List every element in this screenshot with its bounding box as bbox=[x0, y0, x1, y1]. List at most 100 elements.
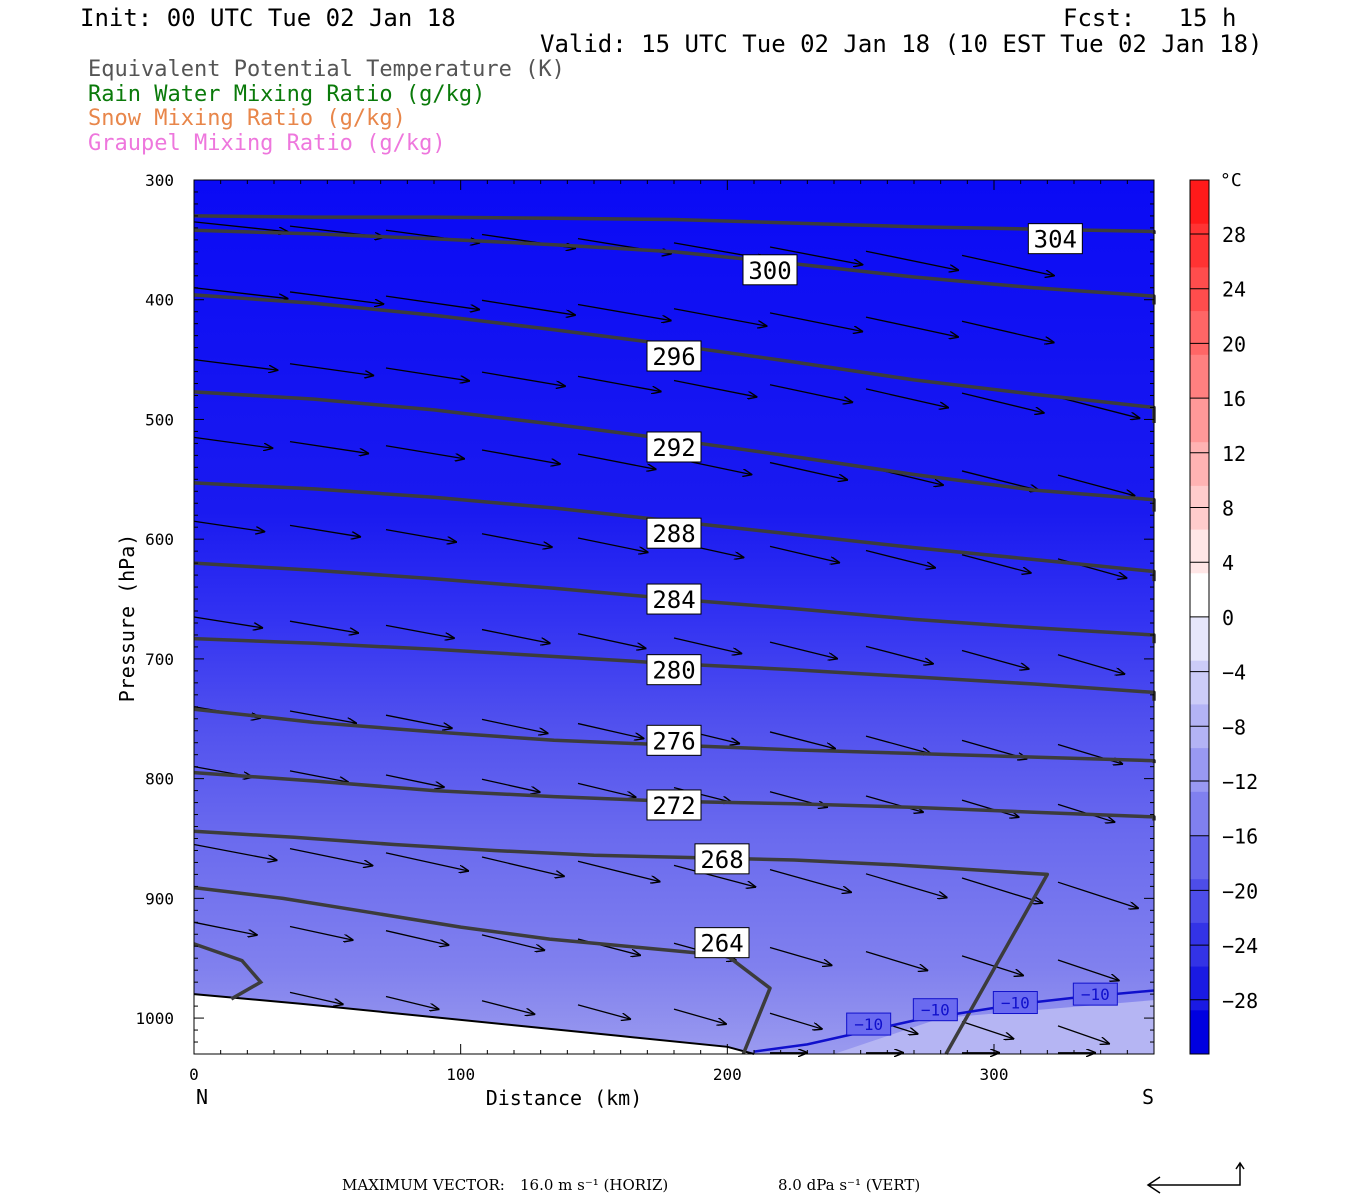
colorbar-label: 0 bbox=[1222, 606, 1234, 630]
colorbar-label: −4 bbox=[1222, 661, 1246, 685]
theta-e-label: 300 bbox=[742, 254, 798, 286]
svg-text:296: 296 bbox=[652, 343, 695, 371]
wind-vector bbox=[481, 934, 545, 951]
wind-vector bbox=[289, 291, 384, 304]
temperature-label: −10 bbox=[1072, 982, 1118, 1006]
wind-vector bbox=[481, 718, 549, 733]
colorbar-swatch bbox=[1190, 311, 1209, 356]
wind-vector bbox=[289, 524, 361, 537]
theta-e-contour bbox=[193, 829, 1050, 1055]
svg-text:−10: −10 bbox=[854, 1015, 883, 1034]
theta-e-label: 296 bbox=[646, 340, 702, 372]
theta-e-contour bbox=[193, 770, 1156, 821]
x-end-label-north: N bbox=[196, 1085, 208, 1109]
colorbar-label: 20 bbox=[1222, 332, 1246, 356]
wind-vector bbox=[481, 449, 561, 464]
theta-e-contour bbox=[193, 561, 1156, 644]
wind-vector bbox=[577, 860, 660, 882]
wind-vector bbox=[193, 287, 288, 299]
colorbar-swatch bbox=[1190, 223, 1209, 268]
wind-vector bbox=[289, 710, 357, 723]
wind-vector bbox=[289, 770, 349, 782]
wind-vector bbox=[289, 620, 359, 633]
wind-vector bbox=[769, 246, 863, 265]
wind-vector bbox=[577, 633, 646, 649]
legend-graupel: Graupel Mixing Ratio (g/kg) bbox=[88, 131, 446, 156]
wind-vector bbox=[577, 453, 657, 469]
colorbar-swatch bbox=[1190, 879, 1209, 924]
wind-vector bbox=[481, 1000, 535, 1015]
wind-vector bbox=[865, 645, 934, 664]
colorbar-swatch bbox=[1190, 1010, 1209, 1055]
temperature-label: −10 bbox=[846, 1012, 892, 1036]
wind-vector bbox=[577, 537, 649, 552]
colorbar-swatch bbox=[1190, 529, 1209, 574]
theta-e-contour bbox=[193, 636, 1156, 701]
wind-vector bbox=[193, 616, 263, 628]
wind-vector bbox=[193, 921, 258, 935]
wind-vector bbox=[961, 649, 1029, 670]
svg-text:276: 276 bbox=[652, 727, 695, 755]
reference-vector-icon bbox=[1146, 1161, 1245, 1194]
wind-vector bbox=[961, 1021, 1014, 1039]
colorbar-swatch bbox=[1190, 617, 1209, 662]
theta-e-label: 288 bbox=[646, 517, 702, 549]
wind-vector bbox=[481, 371, 566, 386]
theta-e-contour bbox=[193, 481, 1156, 582]
colorbar-swatch bbox=[1190, 660, 1209, 705]
legend-snow: Snow Mixing Ratio (g/kg) bbox=[88, 106, 406, 131]
theta-e-label: 304 bbox=[1027, 223, 1083, 255]
colorbar-swatch bbox=[1190, 267, 1209, 312]
x-tick-label: 300 bbox=[980, 1065, 1009, 1084]
svg-text:−10: −10 bbox=[1081, 985, 1110, 1004]
wind-vector bbox=[673, 864, 756, 887]
wind-vector bbox=[769, 1012, 823, 1029]
max-vector-label: MAXIMUM VECTOR: bbox=[342, 1176, 505, 1194]
wind-vector bbox=[769, 384, 853, 403]
wind-vector bbox=[865, 735, 932, 754]
svg-text:264: 264 bbox=[700, 930, 743, 958]
wind-vector bbox=[481, 856, 565, 876]
wind-vector bbox=[385, 930, 449, 946]
theta-e-contour bbox=[193, 228, 1156, 305]
terrain-mask bbox=[194, 994, 754, 1054]
theta-e-label: 264 bbox=[694, 927, 750, 959]
wind-vector bbox=[385, 624, 455, 638]
theta-e-label: 276 bbox=[646, 724, 702, 756]
temperature-shading bbox=[194, 180, 1154, 1054]
wind-vector bbox=[865, 250, 959, 270]
wind-vector bbox=[865, 873, 948, 898]
init-time: Init: 00 UTC Tue 02 Jan 18 bbox=[80, 4, 456, 32]
wind-vector bbox=[385, 295, 480, 310]
x-tick-label: 100 bbox=[446, 1065, 475, 1084]
y-tick-label: 800 bbox=[145, 770, 174, 789]
wind-vector bbox=[577, 782, 636, 797]
theta-e-label: 292 bbox=[646, 431, 702, 463]
svg-text:280: 280 bbox=[652, 657, 695, 685]
wind-vector bbox=[481, 533, 553, 547]
wind-vector bbox=[289, 991, 344, 1004]
theta-e-label: 284 bbox=[646, 583, 702, 615]
y-tick-label: 1000 bbox=[135, 1009, 174, 1028]
y-tick-label: 600 bbox=[145, 530, 174, 549]
warm-surface-shading bbox=[834, 1000, 1154, 1054]
wind-vector bbox=[961, 392, 1045, 413]
wind-vector bbox=[1057, 654, 1125, 675]
y-tick-label: 400 bbox=[145, 291, 174, 310]
theta-e-label: 268 bbox=[694, 843, 750, 875]
y-tick-label: 900 bbox=[145, 889, 174, 908]
wind-vector bbox=[193, 221, 288, 232]
wind-vector bbox=[865, 549, 936, 568]
max-vector-vert: 8.0 dPa s⁻¹ (VERT) bbox=[778, 1176, 921, 1194]
colorbar-swatch bbox=[1190, 354, 1209, 399]
colorbar-swatch bbox=[1190, 791, 1209, 836]
colorbar-label: 24 bbox=[1222, 278, 1246, 302]
wind-vector bbox=[673, 637, 742, 654]
wind-vector bbox=[1057, 396, 1140, 418]
colorbar-label: 28 bbox=[1222, 223, 1246, 247]
wind-vector bbox=[193, 520, 265, 532]
colorbar-swatch bbox=[1190, 573, 1209, 618]
wind-vector bbox=[289, 363, 374, 376]
colorbar-label: −8 bbox=[1222, 715, 1246, 739]
